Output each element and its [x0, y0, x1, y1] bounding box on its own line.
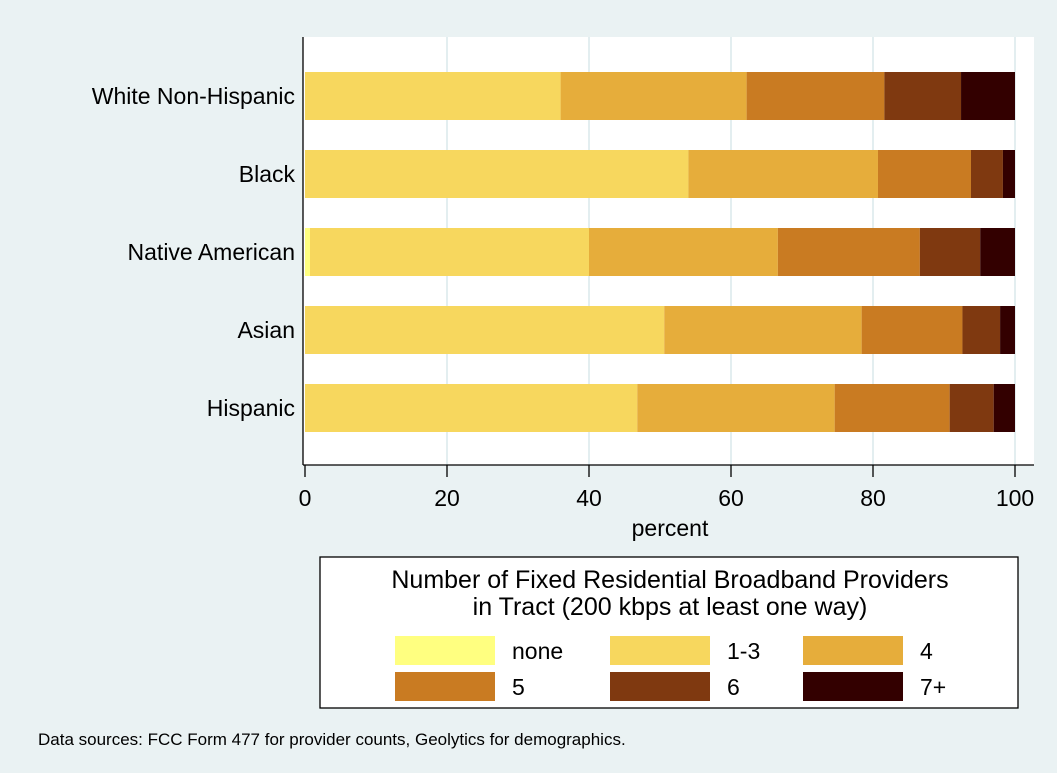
legend-swatch-4	[803, 636, 903, 665]
legend-label-1-3: 1-3	[727, 638, 760, 664]
bar-asian-6	[962, 306, 1001, 354]
x-tick-label-0: 0	[299, 485, 312, 511]
bar-hispanic-1-3	[305, 384, 638, 432]
legend-items: none 1-3 4 5 6 7+	[395, 636, 946, 701]
bar-white-non-hispanic-1-3	[305, 72, 561, 120]
bar-white-non-hispanic-7plus	[961, 72, 1015, 120]
x-tick-label-100: 100	[996, 485, 1034, 511]
x-tick-labels: 0 20 40 60 80 100	[299, 465, 1034, 511]
bar-black-1-3	[305, 150, 689, 198]
bar-asian-1-3	[305, 306, 665, 354]
bar-native-american-1-3	[309, 228, 589, 276]
legend-label-7plus: 7+	[920, 674, 946, 700]
legend-label-none: none	[512, 638, 563, 664]
bar-native-american-none	[305, 228, 310, 276]
bar-hispanic-4	[637, 384, 835, 432]
bar-hispanic-6	[949, 384, 994, 432]
bar-white-non-hispanic-6	[884, 72, 962, 120]
x-axis-title: percent	[632, 515, 709, 541]
x-tick-label-60: 60	[718, 485, 744, 511]
legend-swatch-7plus	[803, 672, 903, 701]
bar-white-non-hispanic-5	[746, 72, 885, 120]
bar-black-5	[877, 150, 971, 198]
bar-asian-5	[861, 306, 963, 354]
legend-title-line-1: Number of Fixed Residential Broadband Pr…	[391, 566, 948, 594]
legend-swatch-1-3	[610, 636, 710, 665]
bar-native-american-4	[589, 228, 778, 276]
category-label-white-non-hispanic: White Non-Hispanic	[92, 83, 295, 109]
category-label-native-american: Native American	[128, 239, 295, 265]
legend-title-line-2: in Tract (200 kbps at least one way)	[473, 593, 868, 621]
x-tick-label-40: 40	[576, 485, 602, 511]
legend-label-6: 6	[727, 674, 740, 700]
bars	[305, 72, 1015, 432]
bar-asian-4	[664, 306, 862, 354]
category-labels: White Non-Hispanic Black Native American As…	[92, 83, 296, 421]
bar-white-non-hispanic-4	[560, 72, 747, 120]
x-tick-label-80: 80	[860, 485, 886, 511]
bar-native-american-5	[777, 228, 920, 276]
category-label-black: Black	[239, 161, 296, 187]
legend: Number of Fixed Residential Broadband Pr…	[319, 556, 1019, 709]
bar-native-american-7plus	[980, 228, 1015, 276]
x-tick-label-20: 20	[434, 485, 460, 511]
legend-label-4: 4	[920, 638, 933, 664]
bar-black-7plus	[1002, 150, 1015, 198]
legend-swatch-none	[395, 636, 495, 665]
legend-label-5: 5	[512, 674, 525, 700]
data-sources-note: Data sources: FCC Form 477 for provider …	[38, 730, 626, 749]
bar-black-6	[970, 150, 1003, 198]
category-label-hispanic: Hispanic	[207, 395, 295, 421]
legend-swatch-5	[395, 672, 495, 701]
category-label-asian: Asian	[237, 317, 295, 343]
bar-hispanic-5	[834, 384, 950, 432]
bar-native-american-6	[919, 228, 981, 276]
bar-asian-7plus	[1000, 306, 1015, 354]
legend-swatch-6	[610, 672, 710, 701]
bar-black-4	[688, 150, 878, 198]
bar-hispanic-7plus	[993, 384, 1015, 432]
